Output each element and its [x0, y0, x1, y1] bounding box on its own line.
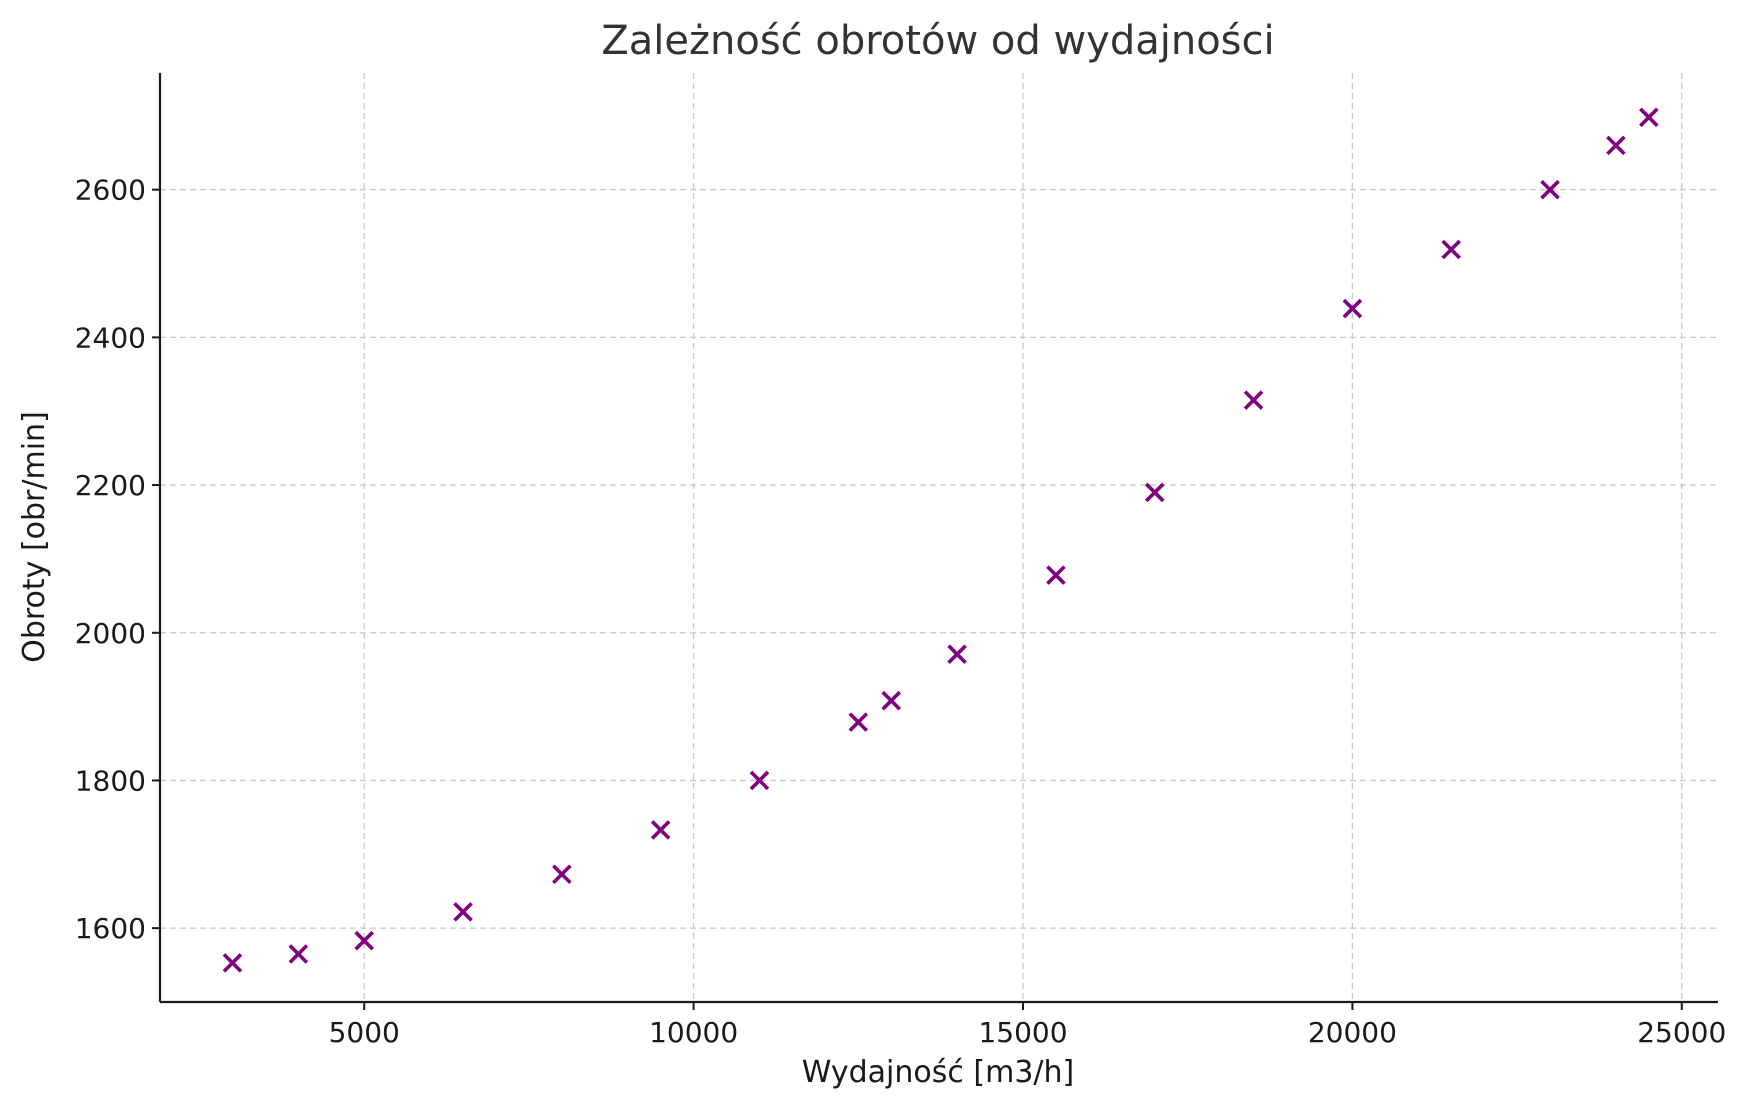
data-point	[650, 820, 671, 840]
data-point	[1606, 135, 1626, 156]
data-point-stroke	[1639, 107, 1659, 128]
data-point	[222, 953, 243, 973]
data-point	[1540, 179, 1560, 200]
data-point-stroke	[749, 770, 770, 791]
data-point	[1639, 107, 1659, 128]
y-axis-label: Obroty [obr/min]	[17, 411, 52, 663]
data-point	[354, 930, 374, 951]
data-point-stroke	[1606, 135, 1626, 156]
data-point	[288, 944, 309, 964]
data-point	[453, 902, 473, 922]
y-tick-label: 2600	[75, 174, 146, 207]
data-point	[749, 770, 770, 791]
x-tick-label: 15000	[978, 1016, 1067, 1049]
data-point-stroke	[848, 712, 869, 732]
y-tick-label: 1800	[75, 764, 146, 797]
data-points	[222, 107, 1659, 973]
x-tick-label: 20000	[1308, 1016, 1397, 1049]
data-point	[1441, 239, 1461, 260]
data-point-stroke	[453, 902, 473, 922]
data-point-stroke	[1540, 179, 1560, 200]
data-point-stroke	[1342, 298, 1363, 319]
data-point	[1342, 298, 1363, 319]
grid	[160, 73, 1718, 1002]
data-point-stroke	[222, 953, 243, 973]
data-point-stroke	[288, 944, 309, 964]
x-tick-label: 25000	[1637, 1016, 1726, 1049]
ticks: 5000 10000 15000 20000 25000 1600 1800 2000 2200…	[75, 174, 1727, 1049]
data-point-stroke	[354, 930, 374, 951]
data-point-stroke	[1441, 239, 1461, 260]
y-tick-label: 2400	[75, 321, 146, 354]
y-tick-label: 2200	[75, 469, 146, 502]
data-point-stroke	[650, 820, 671, 840]
chart-title: Zależność obrotów od wydajności	[601, 18, 1274, 64]
data-point	[1046, 565, 1066, 585]
data-point-stroke	[947, 644, 967, 664]
data-point-stroke	[881, 690, 902, 711]
y-tick-label: 2000	[75, 617, 146, 650]
x-tick-label: 5000	[329, 1016, 400, 1049]
x-tick-label: 10000	[649, 1016, 738, 1049]
data-point-stroke	[1243, 390, 1264, 410]
x-axis-label: Wydajność [m3/h]	[802, 1055, 1075, 1090]
data-point	[1144, 482, 1165, 503]
data-point	[848, 712, 869, 732]
y-tick-label: 1600	[75, 912, 146, 945]
data-point-stroke	[1144, 482, 1165, 503]
data-point-stroke	[552, 864, 572, 885]
data-point-stroke	[1046, 565, 1066, 585]
data-point	[947, 644, 967, 664]
data-point	[881, 690, 902, 711]
data-point	[1243, 390, 1264, 410]
data-point	[552, 864, 572, 885]
axes	[158, 73, 1718, 1004]
